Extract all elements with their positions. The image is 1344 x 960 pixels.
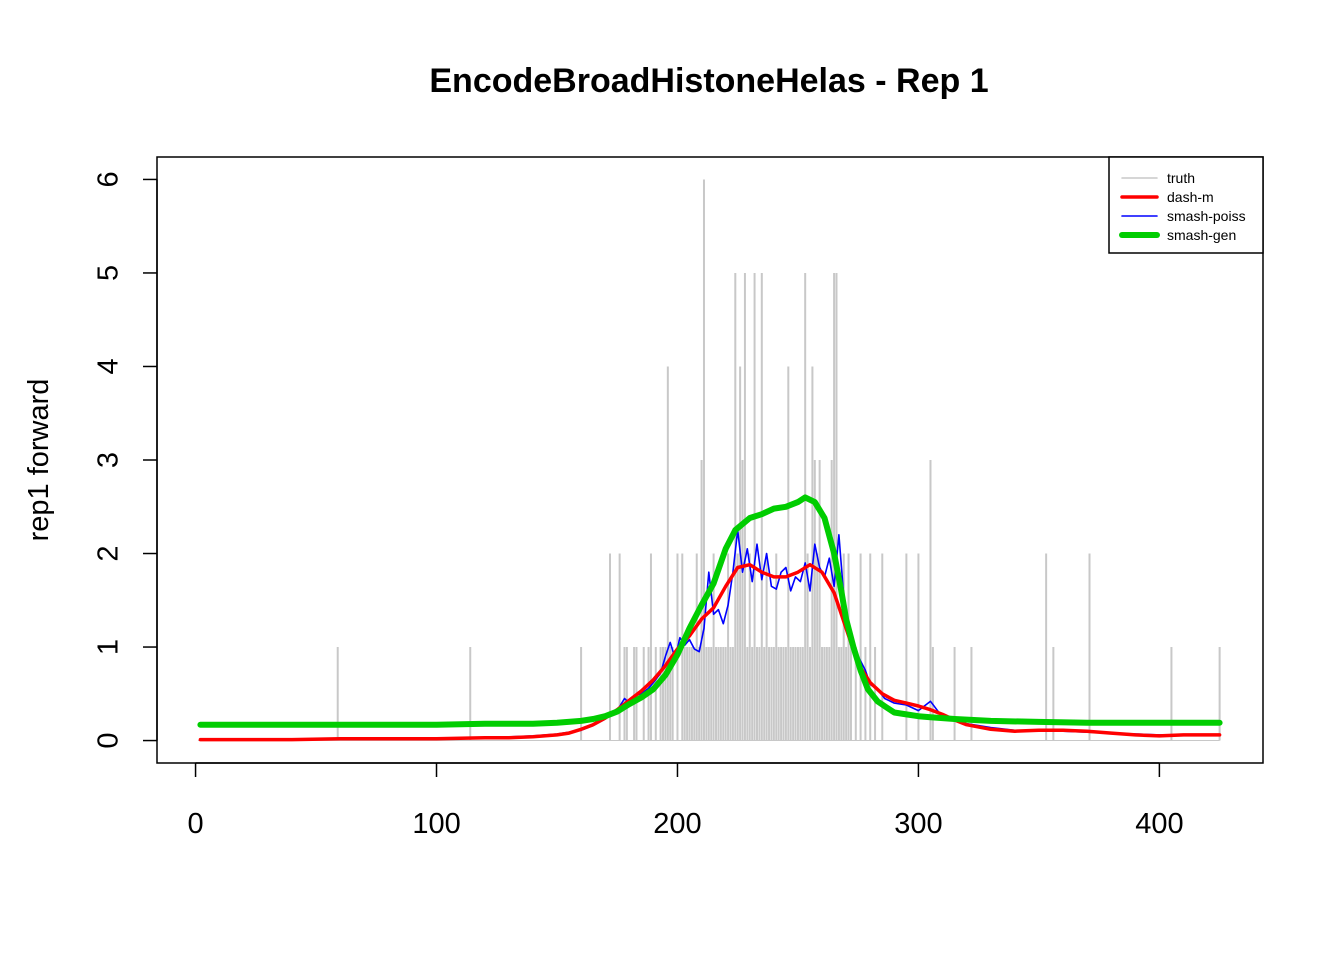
x-tick-label-100: 100 [412,808,460,840]
x-tick-label-300: 300 [894,808,942,840]
y-axis-label: rep1 forward [23,379,55,542]
legend-label-truth: truth [1167,170,1195,186]
legend-label-smash-gen: smash-gen [1167,227,1236,243]
legend-label-smash-poiss: smash-poiss [1167,208,1246,224]
y-tick-label-1: 1 [93,639,125,655]
x-tick-label-0: 0 [187,808,203,840]
series-line-dash-m [198,562,1222,742]
y-tick-label-2: 2 [93,545,125,561]
y-tick-label-4: 4 [93,358,125,374]
legend: truth dash-m smash-poiss smash-gen [1108,156,1264,254]
series-line-smash-gen [197,494,1223,728]
series-line-smash-poiss [199,529,1221,741]
y-tick-label-0: 0 [93,732,125,748]
legend-label-dash-m: dash-m [1167,189,1214,205]
y-tick-label-3: 3 [93,452,125,468]
y-tick-label-6: 6 [93,171,125,187]
plot-frame [156,156,1264,764]
x-axis: 0 100 200 300 400 [187,762,1184,840]
series-lines [197,494,1223,742]
truth-bars [197,179,1221,742]
chart-title: EncodeBroadHistoneHelas - Rep 1 [429,62,988,100]
x-tick-label-200: 200 [653,808,701,840]
y-tick-label-5: 5 [93,265,125,281]
x-tick-label-400: 400 [1135,808,1183,840]
y-axis: 0 1 2 3 4 5 6 [93,171,158,749]
